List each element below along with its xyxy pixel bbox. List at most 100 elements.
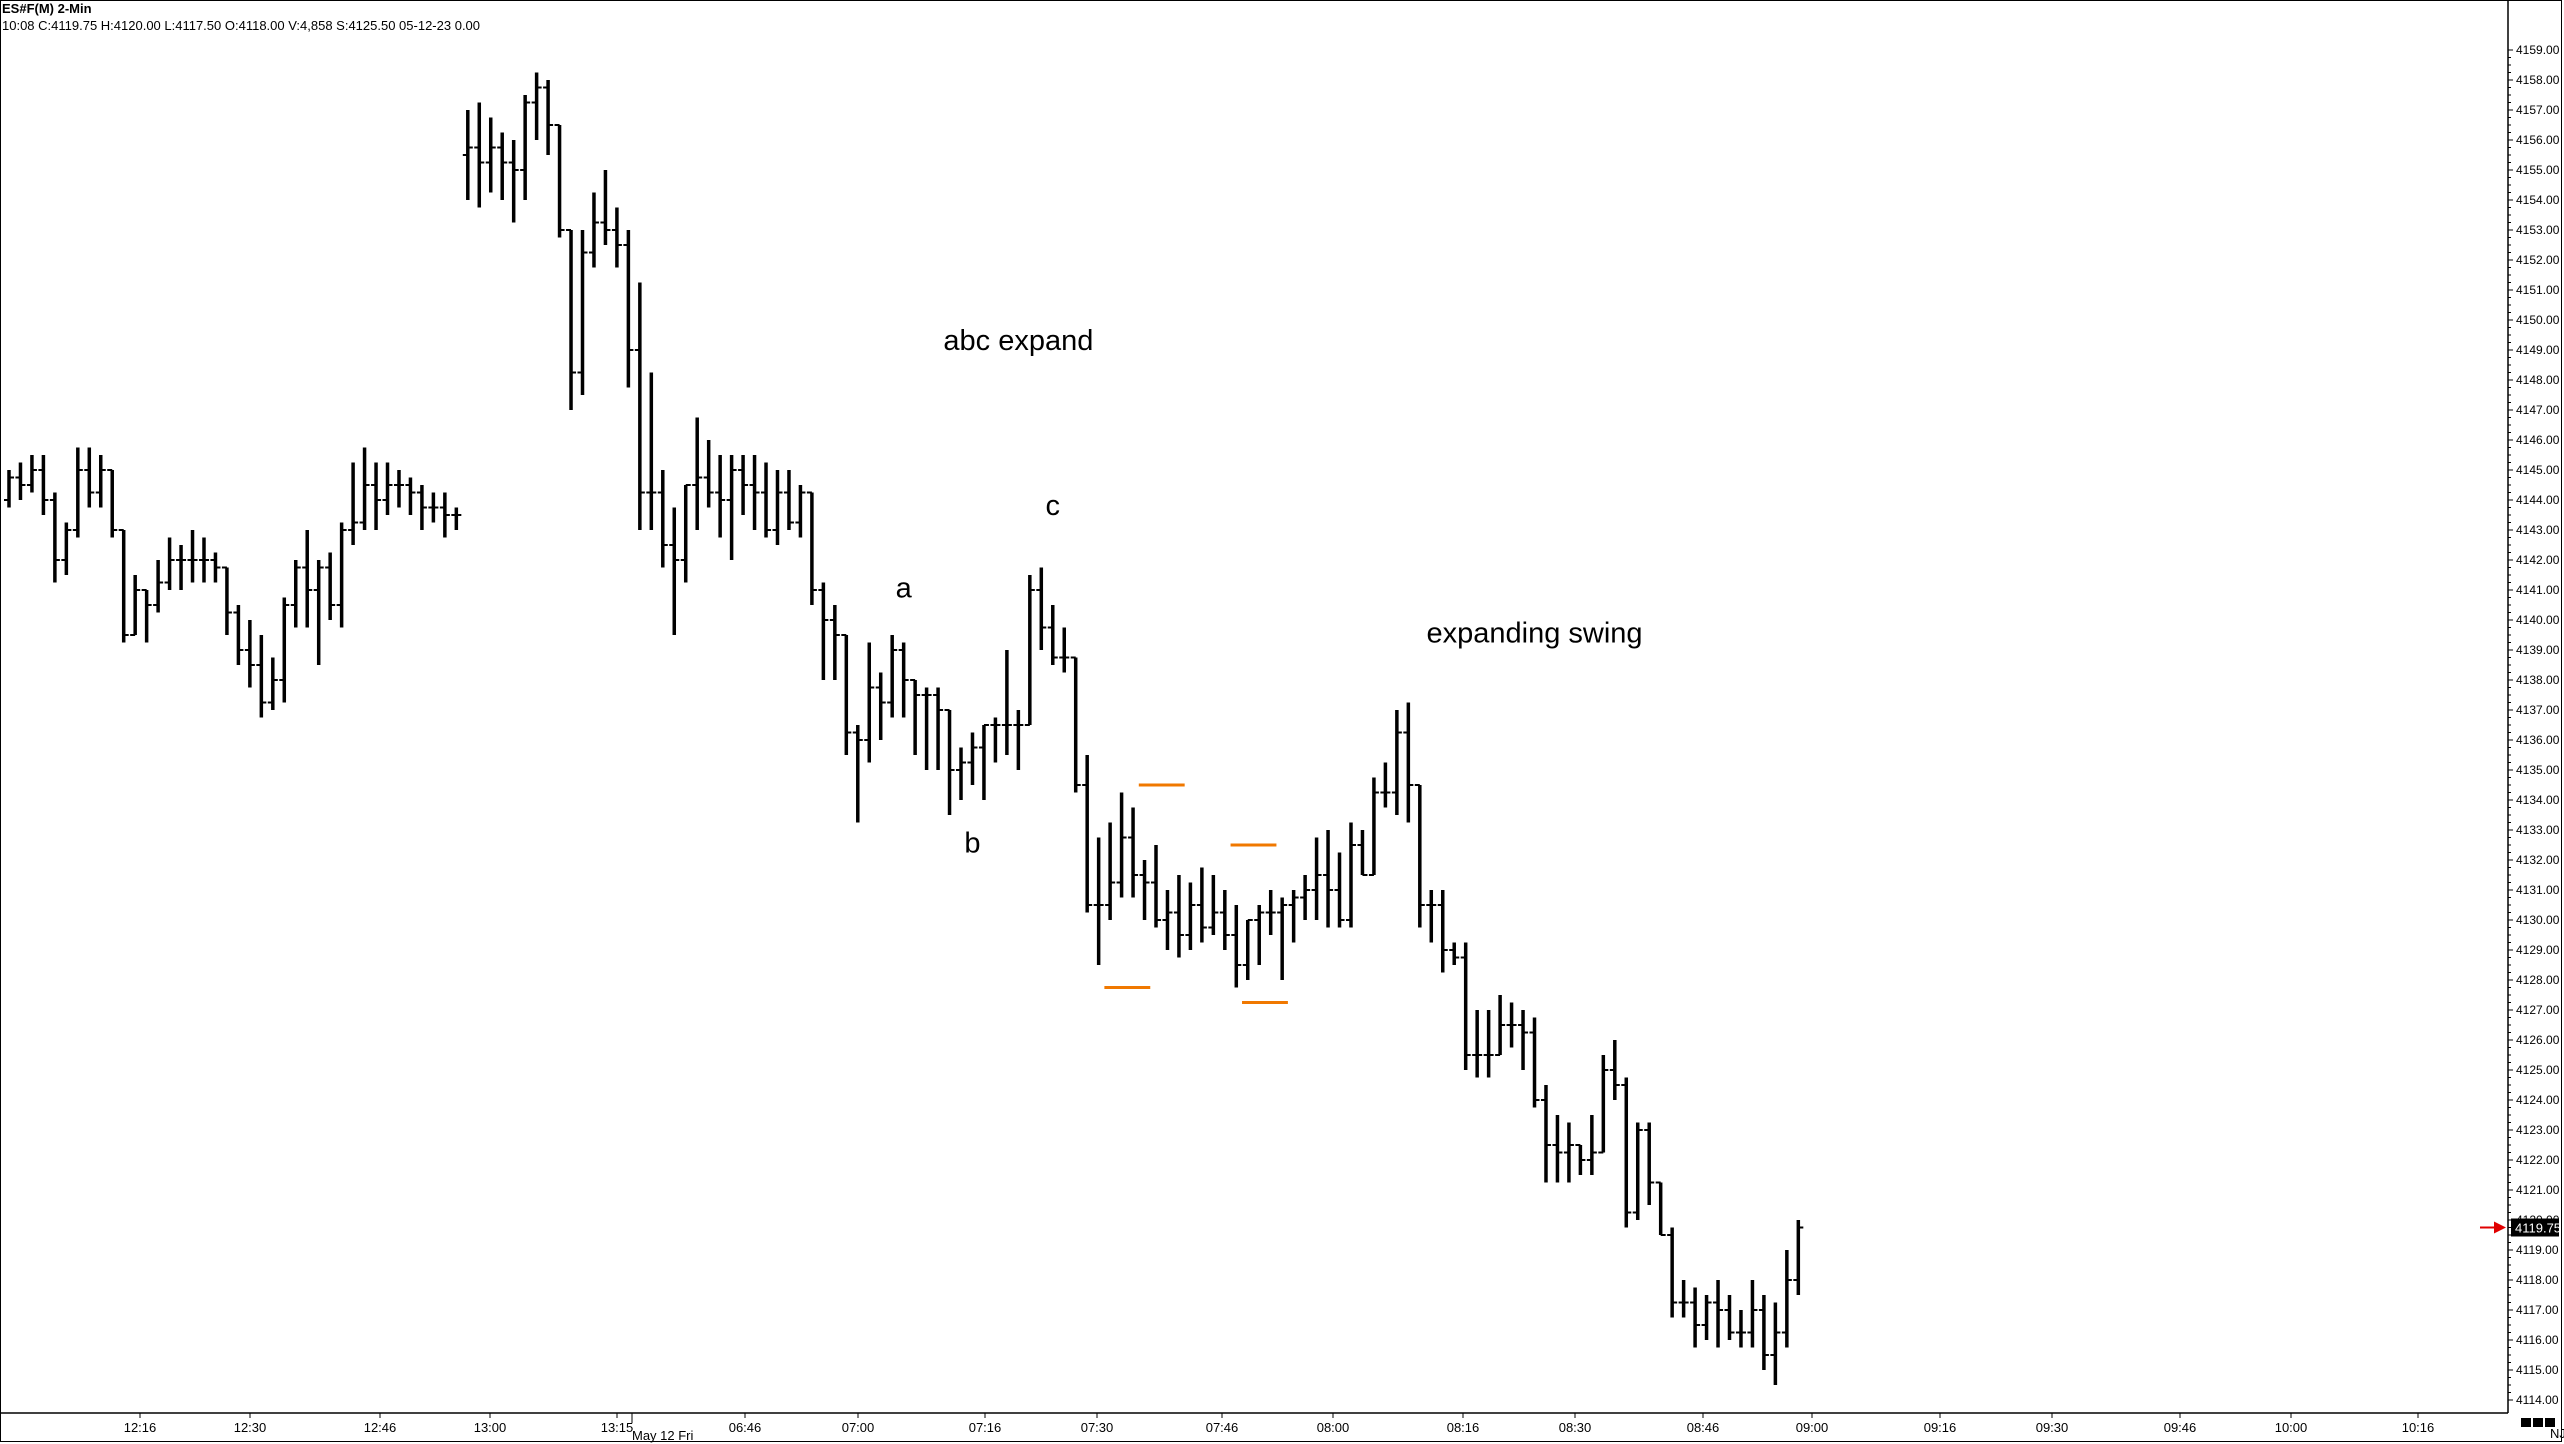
ohlc-bar <box>267 657 278 710</box>
price-tick-label: 4121.00 <box>2516 1183 2560 1197</box>
corner-control-icon <box>2545 1418 2555 1427</box>
ohlc-bar <box>887 635 898 718</box>
ohlc-bar <box>1059 627 1070 673</box>
ohlc-bar <box>26 455 37 493</box>
ohlc-bar <box>1323 830 1334 928</box>
time-tick-label: 09:00 <box>1796 1420 1829 1435</box>
ohlc-bar <box>290 560 301 628</box>
ohlc-bar <box>1345 822 1356 928</box>
time-tick-label: 08:00 <box>1317 1420 1350 1435</box>
ohlc-bar <box>359 447 370 530</box>
price-tick-label: 4130.00 <box>2516 913 2560 927</box>
ohlc-bar <box>1403 702 1414 823</box>
ohlc-bar <box>577 230 588 395</box>
ohlc-bar <box>462 110 473 200</box>
ohlc-bar <box>1196 867 1207 943</box>
ohlc-bar <box>1701 1295 1712 1340</box>
ohlc-bar <box>956 747 967 800</box>
ohlc-bar <box>554 124 565 238</box>
ohlc-bar <box>1128 807 1139 898</box>
ohlc-bar <box>1001 650 1012 755</box>
ohlc-bar <box>1758 1295 1769 1370</box>
ohlc-bar <box>210 552 221 583</box>
price-tick-label: 4132.00 <box>2516 853 2560 867</box>
ohlc-bar <box>107 469 118 538</box>
ohlc-bar <box>1254 905 1265 965</box>
ohlc-bar <box>875 672 886 740</box>
time-tick-label: 13:15 <box>601 1420 634 1435</box>
annotation-label: expanding swing <box>1426 618 1642 650</box>
ohlc-bar <box>1208 875 1219 935</box>
ohlc-bar <box>1288 890 1299 943</box>
corner-control-icon <box>2533 1418 2543 1427</box>
ohlc-bar <box>1105 822 1116 920</box>
ohlc-bar <box>967 732 978 785</box>
ohlc-bar <box>692 417 703 530</box>
ohlc-bar <box>1586 1115 1597 1175</box>
ohlc-bar <box>761 462 772 538</box>
annotation-label: c <box>1046 490 1061 522</box>
ohlc-bar <box>118 529 129 643</box>
ohlc-bar <box>1518 1010 1529 1070</box>
ohlc-bar <box>646 372 657 530</box>
price-tick-label: 4156.00 <box>2516 133 2560 147</box>
last-price-indicator: 4119.75 <box>2480 1218 2561 1237</box>
ohlc-bar <box>1529 1017 1540 1108</box>
ohlc-bar <box>1449 942 1460 965</box>
last-price-label: 4119.75 <box>2515 1221 2561 1236</box>
ohlc-bar <box>910 679 921 755</box>
price-tick-label: 4153.00 <box>2516 223 2560 237</box>
price-tick-label: 4152.00 <box>2516 253 2560 267</box>
ohlc-bar <box>95 455 106 508</box>
ohlc-bar <box>393 470 404 508</box>
price-tick-label: 4134.00 <box>2516 793 2560 807</box>
ohlc-bar <box>187 530 198 583</box>
ohlc-bar <box>382 462 393 515</box>
ohlc-bar <box>1162 890 1173 950</box>
ohlc-bar <box>1380 762 1391 808</box>
ohlc-bar <box>738 455 749 515</box>
time-tick-label: 10:16 <box>2402 1420 2435 1435</box>
ohlc-bar <box>49 492 60 583</box>
ohlc-bar <box>933 687 944 770</box>
timezone-label: NJ <box>2550 1426 2564 1441</box>
ohlc-bar <box>1713 1280 1724 1348</box>
annotation-label: abc expand <box>943 325 1093 357</box>
time-axis: 12:16 12:30 12:46 13:00 13:15 06:46 07:00 07:16… <box>0 1412 2564 1443</box>
ohlc-bar <box>1437 890 1448 973</box>
ohlc-bar <box>485 117 496 193</box>
price-tick-label: 4144.00 <box>2516 493 2560 507</box>
ohlc-bar <box>806 491 817 605</box>
price-tick-label: 4118.00 <box>2516 1273 2559 1287</box>
price-tick-label: 4124.00 <box>2516 1093 2560 1107</box>
ohlc-bar <box>1460 942 1471 1070</box>
price-tick-label: 4127.00 <box>2516 1003 2560 1017</box>
ohlc-bar <box>1495 995 1506 1056</box>
ohlc-bar <box>325 552 336 620</box>
ohlc-bar <box>680 484 691 583</box>
time-tick-label: 08:30 <box>1559 1420 1592 1435</box>
ohlc-bar <box>38 455 49 515</box>
ohlc-bar <box>829 605 840 680</box>
ohlc-bar <box>84 447 95 508</box>
ohlc-bar <box>726 455 737 560</box>
ohlc-bar <box>1013 710 1024 770</box>
ohlc-bar <box>1265 890 1276 935</box>
price-tick-label: 4140.00 <box>2516 613 2560 627</box>
ohlc-bar <box>1644 1122 1655 1205</box>
ohlc-bar <box>221 566 232 635</box>
ohlc-bar <box>1414 784 1425 928</box>
ohlc-bar <box>1735 1310 1746 1348</box>
ohlc-bar <box>1540 1085 1551 1183</box>
corner-control-icon <box>2521 1418 2531 1427</box>
ohlc-bar <box>336 522 347 628</box>
ohlc-bar <box>772 470 783 545</box>
ohlc-bar <box>428 492 439 523</box>
ohlc-bar <box>1563 1122 1574 1183</box>
ohlc-bar <box>1472 1010 1483 1078</box>
ohlc-bar <box>1093 837 1104 965</box>
price-tick-label: 4145.00 <box>2516 463 2560 477</box>
price-tick-label: 4115.00 <box>2516 1363 2559 1377</box>
